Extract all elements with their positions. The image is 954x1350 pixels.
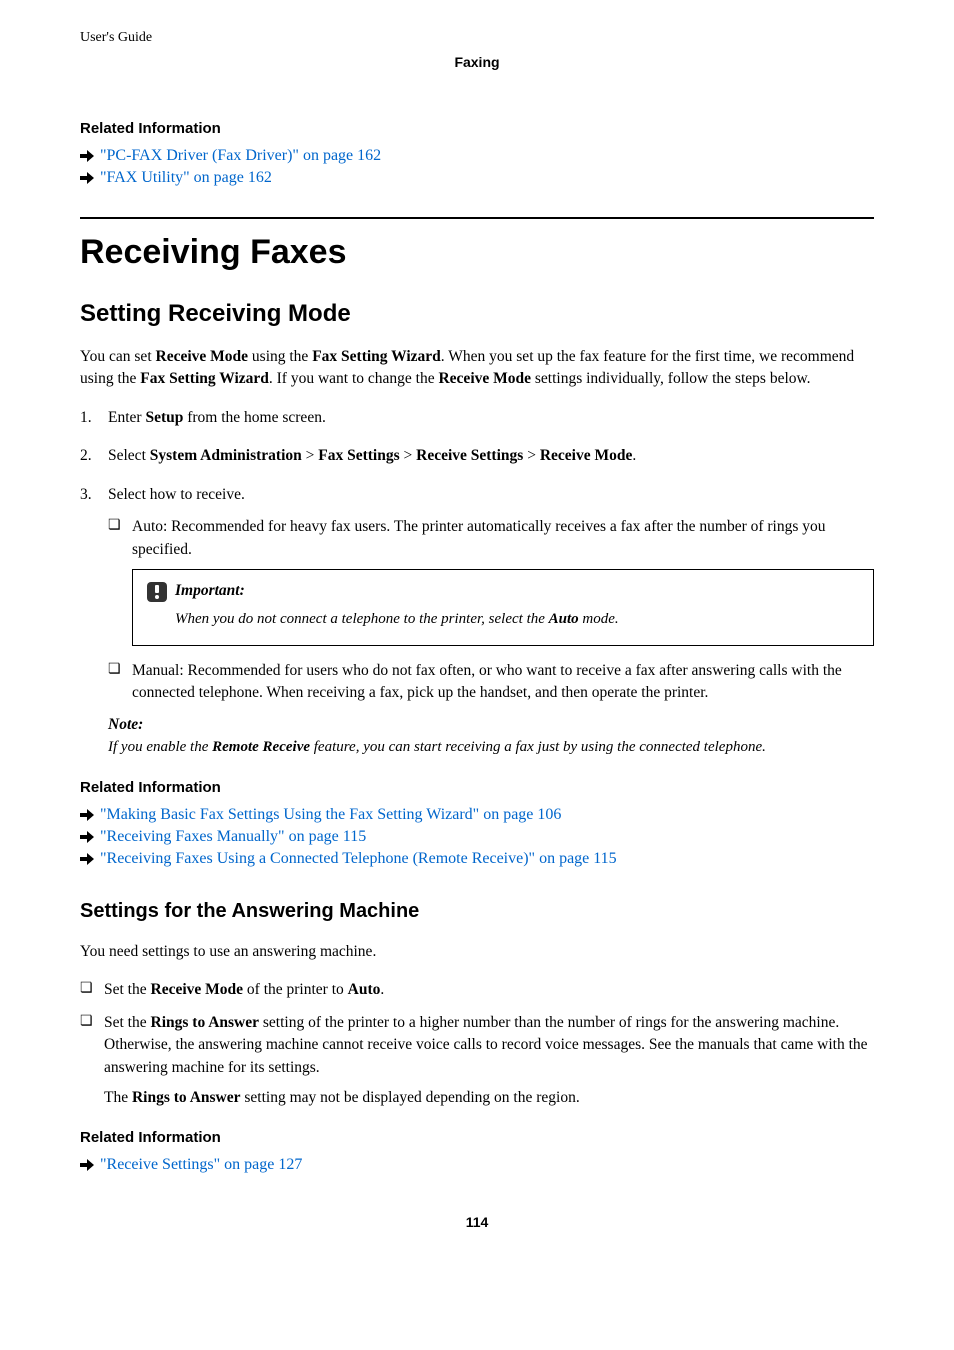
main-heading: Receiving Faxes (80, 217, 874, 272)
bold-span: Receive Mode (540, 447, 633, 464)
receiving-mode-intro: You can set Receive Mode using the Fax S… (80, 346, 874, 391)
note-label: Note: (108, 714, 874, 736)
bold-span: Setup (145, 409, 183, 426)
bold-span: Receive Mode (151, 981, 244, 998)
related-link[interactable]: "PC-FAX Driver (Fax Driver)" on page 162 (100, 147, 381, 165)
arrow-right-icon (80, 831, 94, 843)
arrow-right-icon (80, 809, 94, 821)
text-span: using the (248, 348, 312, 365)
header-guide-label: User's Guide (80, 30, 874, 46)
bold-span: Rings to Answer (151, 1014, 260, 1031)
answering-machine-list: Set the Receive Mode of the printer to A… (80, 979, 874, 1109)
manual-bullet: Manual: Recommended for users who do not… (108, 660, 874, 705)
am-bullet-2: Set the Rings to Answer setting of the p… (80, 1012, 874, 1110)
answering-machine-intro: You need settings to use an answering ma… (80, 941, 874, 963)
bold-span: Fax Setting Wizard (140, 370, 269, 387)
auto-bullet: Auto: Recommended for heavy fax users. T… (108, 516, 874, 645)
arrow-right-icon (80, 853, 94, 865)
text-span: When you do not connect a telephone to t… (175, 611, 549, 627)
text-span: setting may not be displayed depending o… (241, 1089, 580, 1106)
page-container: User's Guide Faxing Related Information … (0, 0, 954, 1280)
text-span: Auto: Recommended for heavy fax users. T… (132, 518, 826, 557)
bold-span: Receive Mode (156, 348, 249, 365)
related-link-row: "Receive Settings" on page 127 (80, 1156, 874, 1174)
answering-machine-heading: Settings for the Answering Machine (80, 900, 874, 923)
text-span: feature, you can start receiving a fax j… (310, 739, 766, 755)
text-span: from the home screen. (183, 409, 325, 426)
text-span: > (302, 447, 319, 464)
text-span: > (400, 447, 417, 464)
bold-span: Auto (549, 611, 579, 627)
am-bullet-2-para: The Rings to Answer setting may not be d… (104, 1087, 874, 1109)
related-link-row: "Receiving Faxes Using a Connected Telep… (80, 850, 874, 868)
important-label-text: Important: (175, 580, 245, 602)
related-info-heading-mid: Related Information (80, 779, 874, 796)
text-span: . (380, 981, 384, 998)
step-3: Select how to receive. Auto: Recommended… (80, 484, 874, 759)
important-body: When you do not connect a telephone to t… (147, 609, 859, 631)
text-span: If you enable the (108, 739, 212, 755)
text-span: settings individually, follow the steps … (531, 370, 811, 387)
text-span: Set the (104, 981, 151, 998)
important-callout: Important: When you do not connect a tel… (132, 569, 874, 645)
step-2: Select System Administration > Fax Setti… (80, 445, 874, 467)
am-bullet-1: Set the Receive Mode of the printer to A… (80, 979, 874, 1001)
text-span: Enter (108, 409, 145, 426)
bold-span: Rings to Answer (132, 1089, 241, 1106)
related-info-heading-bottom: Related Information (80, 1129, 874, 1146)
text-span: Set the (104, 1014, 151, 1031)
text-span: > (523, 447, 540, 464)
bold-span: Fax Settings (318, 447, 399, 464)
arrow-right-icon (80, 150, 94, 162)
bold-span: Remote Receive (212, 739, 310, 755)
bold-span: Auto (348, 981, 381, 998)
arrow-right-icon (80, 1159, 94, 1171)
note-body: If you enable the Remote Receive feature… (108, 737, 874, 759)
steps-list: Enter Setup from the home screen. Select… (80, 407, 874, 759)
related-link-row: "PC-FAX Driver (Fax Driver)" on page 162 (80, 147, 874, 165)
related-link-row: "FAX Utility" on page 162 (80, 169, 874, 187)
text-span: mode. (579, 611, 619, 627)
related-link[interactable]: "Receiving Faxes Manually" on page 115 (100, 828, 366, 846)
arrow-right-icon (80, 172, 94, 184)
important-icon (147, 582, 167, 602)
related-link[interactable]: "Receive Settings" on page 127 (100, 1156, 302, 1174)
text-span: Select (108, 447, 150, 464)
header-section-label: Faxing (80, 54, 874, 70)
text-span: . (632, 447, 636, 464)
related-link[interactable]: "Receiving Faxes Using a Connected Telep… (100, 850, 617, 868)
text-span: Select how to receive. (108, 486, 245, 503)
receiving-mode-heading: Setting Receiving Mode (80, 300, 874, 328)
step3-sublist: Auto: Recommended for heavy fax users. T… (108, 516, 874, 704)
related-link-row: "Making Basic Fax Settings Using the Fax… (80, 806, 874, 824)
bold-span: Receive Mode (438, 370, 531, 387)
text-span: Manual: Recommended for users who do not… (132, 662, 842, 701)
text-span: You can set (80, 348, 156, 365)
page-number: 114 (80, 1214, 874, 1230)
related-link[interactable]: "Making Basic Fax Settings Using the Fax… (100, 806, 561, 824)
text-span: . If you want to change the (269, 370, 439, 387)
step-1: Enter Setup from the home screen. (80, 407, 874, 429)
related-link-row: "Receiving Faxes Manually" on page 115 (80, 828, 874, 846)
bold-span: Receive Settings (416, 447, 523, 464)
important-label-row: Important: (147, 580, 859, 602)
bold-span: System Administration (150, 447, 302, 464)
related-link[interactable]: "FAX Utility" on page 162 (100, 169, 272, 187)
bold-span: Fax Setting Wizard (312, 348, 441, 365)
related-info-heading-top: Related Information (80, 120, 874, 137)
text-span: of the printer to (243, 981, 348, 998)
text-span: The (104, 1089, 132, 1106)
